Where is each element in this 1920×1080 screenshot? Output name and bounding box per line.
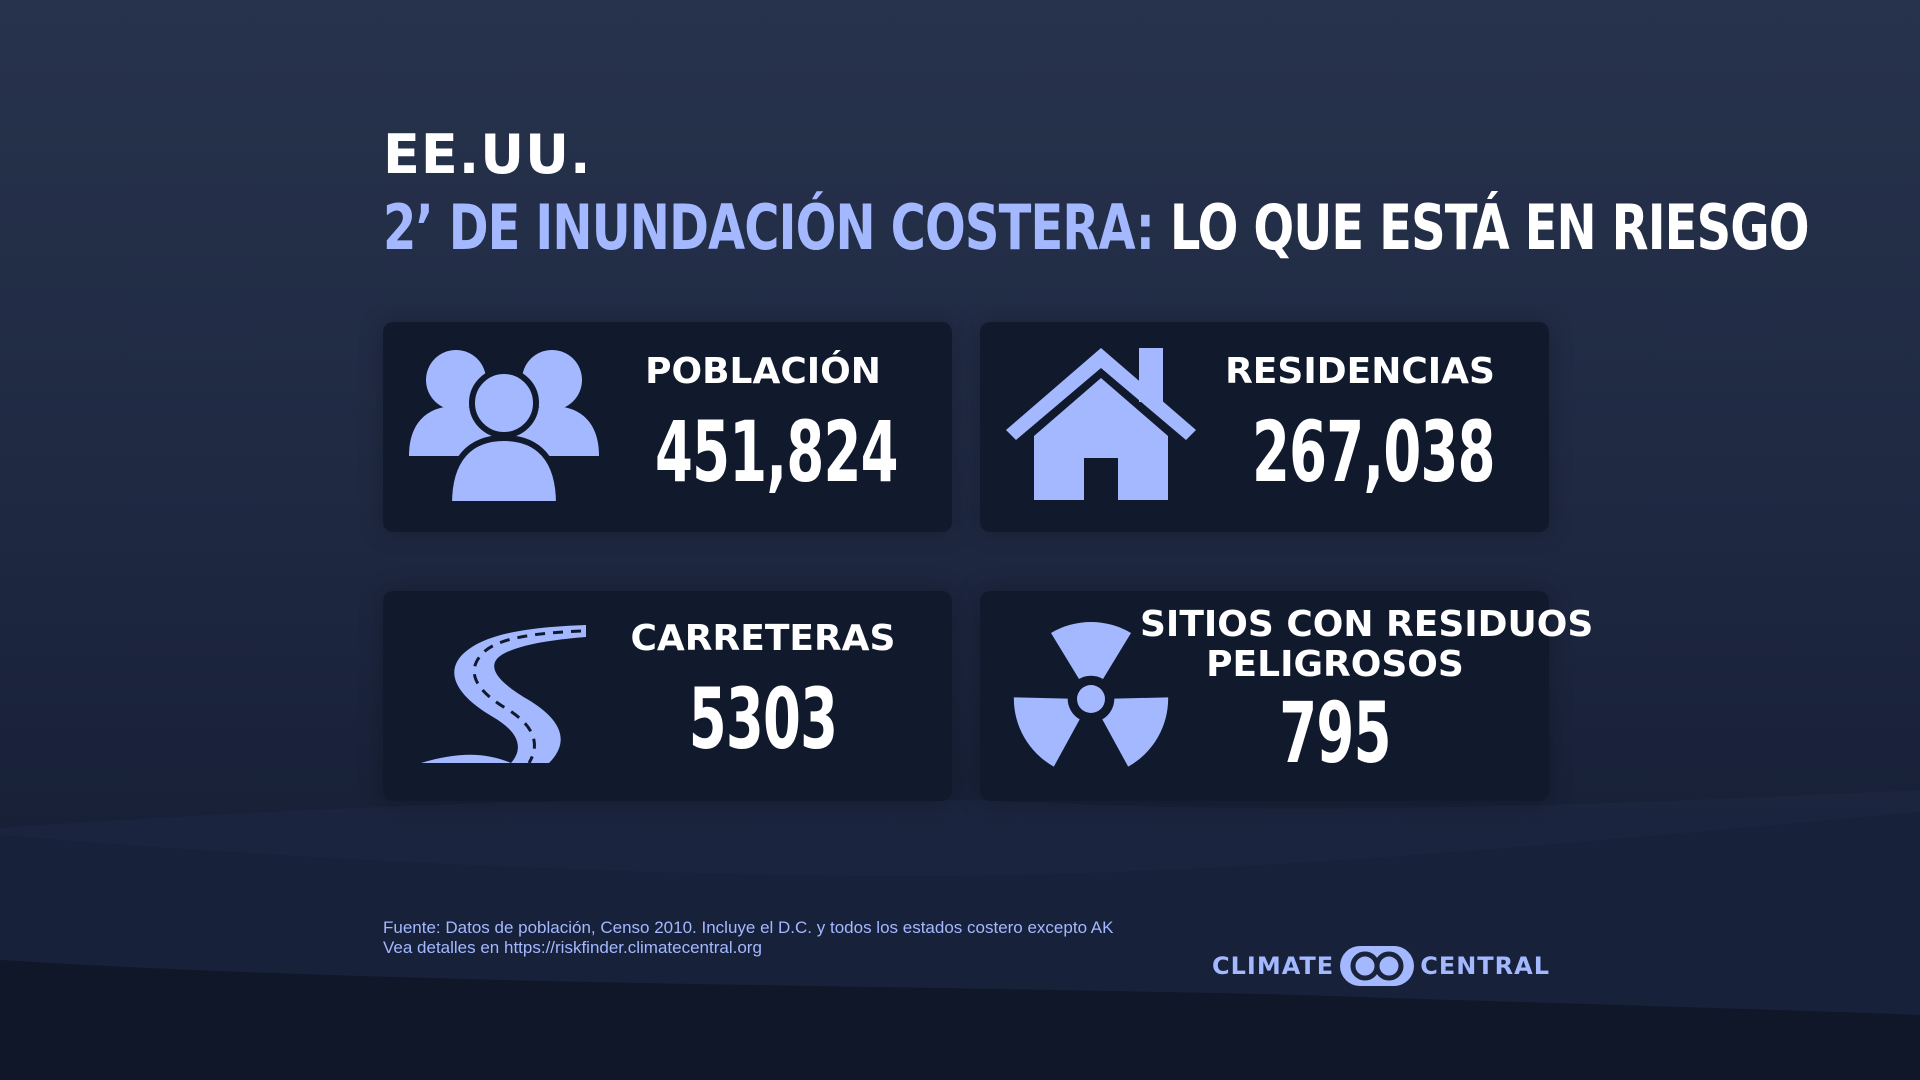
card-population: POBLACIÓN 451,824: [383, 322, 952, 532]
climate-central-logo: CLIMATE CENTRAL: [1212, 944, 1550, 988]
card-value: 267,038: [1252, 403, 1496, 501]
card-label-line2: PELIGROSOS: [1206, 644, 1464, 685]
card-value: 795: [1279, 684, 1391, 782]
card-label: POBLACIÓN: [645, 351, 881, 392]
source-line: Fuente: Datos de población, Censo 2010. …: [383, 918, 1114, 937]
card-hazardous-sites-text: SITIOS CON RESIDUOS PELIGROSOS 795: [1140, 604, 1594, 782]
page-title: 2’ DE INUNDACIÓN COSTERA: LO QUE ESTÁ EN…: [383, 191, 1810, 264]
logo-text-left: CLIMATE: [1212, 952, 1335, 980]
people-icon: [409, 350, 599, 507]
card-residences: RESIDENCIAS 267,038: [980, 322, 1549, 532]
title-block: EE.UU. 2’ DE INUNDACIÓN COSTERA: LO QUE …: [383, 123, 1810, 264]
house-icon: [1006, 348, 1196, 500]
card-roads-text: CARRETERAS 5303: [613, 618, 913, 768]
card-value: 5303: [688, 670, 838, 768]
title-region: EE.UU.: [383, 123, 592, 186]
radiation-icon: [1013, 621, 1169, 767]
logo-mark-icon: [1340, 946, 1415, 986]
details-link[interactable]: Vea detalles en https://riskfinder.clima…: [383, 938, 762, 957]
road-icon: [421, 625, 586, 764]
title-rest: LO QUE ESTÁ EN RIESGO: [1154, 191, 1810, 264]
card-label: CARRETERAS: [630, 618, 896, 659]
logo-text-right: CENTRAL: [1420, 952, 1551, 980]
card-label: RESIDENCIAS: [1225, 351, 1495, 392]
card-value: 451,824: [655, 403, 899, 501]
card-label-line1: SITIOS CON RESIDUOS: [1140, 604, 1594, 645]
card-hazardous-sites: SITIOS CON RESIDUOS PELIGROSOS 795: [980, 591, 1594, 801]
card-population-text: POBLACIÓN 451,824: [613, 351, 913, 501]
source-note: Fuente: Datos de población, Censo 2010. …: [383, 918, 1114, 958]
card-residences-text: RESIDENCIAS 267,038: [1210, 351, 1510, 501]
title-accent: 2’ DE INUNDACIÓN COSTERA:: [383, 191, 1155, 264]
card-roads: CARRETERAS 5303: [383, 591, 952, 801]
